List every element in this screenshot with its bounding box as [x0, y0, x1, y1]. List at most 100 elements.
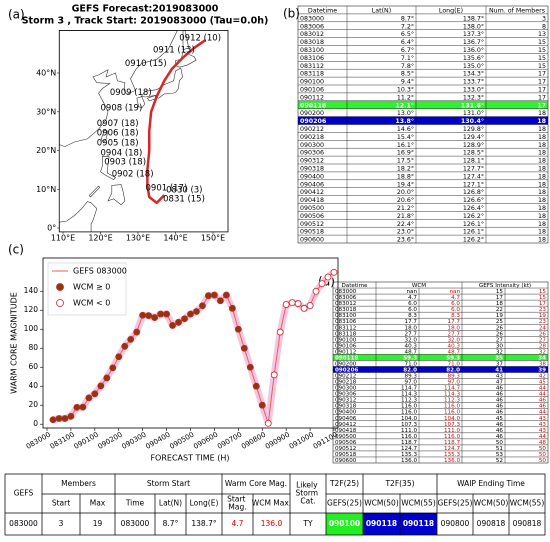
table-cell: 97.0: [448, 380, 461, 386]
table-cell: 083012: [335, 301, 356, 307]
table-cell: 17.7: [448, 319, 461, 325]
point: [103, 374, 111, 382]
point: [276, 328, 284, 336]
x-tick-label: 090500: [168, 431, 195, 451]
table-cell: 97.0: [405, 380, 418, 386]
table-cell: 53: [496, 452, 504, 458]
table-header: Datetime: [308, 7, 337, 14]
table-cell: 090406: [300, 181, 324, 188]
table-cell: 116.0: [444, 410, 460, 416]
point: [252, 382, 260, 390]
table-cell: 11.2°: [397, 93, 414, 101]
table-cell: 126.2°: [463, 236, 484, 244]
header-sub: Time: [125, 499, 145, 508]
map-x-tick-label: 150°E: [201, 233, 225, 242]
x-tick-label: 090800: [240, 431, 267, 451]
map-x-tick-label: 110°E: [51, 233, 75, 242]
header-sub: Max: [90, 499, 106, 508]
track-label: 0831 (15): [163, 194, 205, 204]
row-highlight: [298, 100, 548, 109]
table-cell: 19: [496, 313, 504, 319]
table-cell: 083006: [335, 295, 357, 301]
table-cell: 27.7: [405, 331, 418, 337]
table-cell: 083018: [300, 39, 324, 46]
table-cell: 135.0°: [463, 62, 484, 70]
table-cell: 15: [539, 289, 547, 295]
table-cell: 44: [539, 434, 547, 440]
table-cell: 3: [542, 15, 546, 22]
table-cell: 17: [496, 295, 504, 301]
y-tick-label: 120: [24, 305, 39, 314]
point: [306, 302, 314, 309]
y-tick-label: 140: [24, 286, 39, 295]
table-cell: 18.0: [405, 325, 418, 331]
table-cell: 46: [539, 398, 547, 404]
table-cell: 71.0: [405, 361, 418, 367]
x-tick-label: 091000: [288, 431, 315, 451]
point: [222, 291, 230, 299]
header-top: WAIP Ending Time: [457, 479, 525, 488]
point: [67, 412, 75, 420]
table-cell: 13.8°: [395, 117, 414, 125]
table-cell: 23: [539, 307, 547, 313]
table-cell: 090400: [335, 410, 357, 416]
x-tick-label: 090300: [121, 431, 148, 451]
header-top: T2F(25): [329, 479, 359, 488]
table-cell: 46: [496, 410, 504, 416]
table-cell: 114.7: [444, 386, 460, 392]
header-sub: GEFS(25): [438, 499, 473, 508]
table-cell: 14.6°: [397, 125, 414, 133]
table-cell: 112.3: [444, 398, 460, 404]
table-cell: 48.7: [448, 349, 461, 355]
table-cell: 090218: [335, 380, 357, 386]
header-top: GEFS: [14, 489, 34, 498]
legend-swatch: [56, 299, 64, 307]
header-top: Likely Storm Cat.: [296, 481, 321, 506]
cell-highlight: [326, 513, 363, 535]
table-cell: 083006: [300, 23, 324, 30]
point: [187, 310, 194, 318]
table-cell: 6.0: [451, 307, 460, 313]
table-cell: 51: [496, 446, 504, 452]
point: [109, 364, 117, 372]
table-cell: 133.0°: [463, 85, 484, 93]
table-header: Long(E): [439, 7, 463, 14]
table-header: WCM: [412, 283, 426, 289]
table-cell: 52: [496, 458, 503, 464]
table-cell: 6.5°: [401, 30, 414, 38]
table-cell: 128.5°: [463, 149, 484, 157]
table-cell: 22.4°: [397, 220, 414, 228]
header-sub: WCM(55): [401, 499, 436, 508]
table-cell: 135.3: [444, 452, 460, 458]
panel-label: (a): [8, 8, 25, 22]
table-cell: 32.0: [448, 337, 461, 343]
data-value: TY: [302, 519, 313, 528]
panel-label: (b): [283, 7, 300, 21]
point: [127, 335, 135, 343]
table-cell: 18: [538, 110, 546, 117]
table-cell: 18.0: [448, 325, 461, 331]
table-cell: 090318: [300, 165, 324, 172]
header-sub: Start: [52, 499, 70, 508]
table-cell: 13.0°: [397, 109, 414, 117]
point: [330, 268, 338, 276]
table-cell: 19.4°: [397, 180, 414, 188]
table-cell: 46: [496, 422, 504, 428]
table-cell: 18: [538, 197, 546, 204]
table-cell: 8: [542, 23, 546, 30]
table-cell: 124.7: [444, 446, 460, 452]
table-cell: 136.7°: [463, 38, 484, 46]
table-cell: 18: [538, 173, 546, 180]
table-cell: 128.1°: [463, 157, 484, 165]
table-cell: 15: [538, 47, 546, 54]
x-tick-label: 090100: [73, 431, 100, 451]
point: [79, 403, 87, 411]
table-cell: 133.7°: [463, 78, 484, 86]
table-cell: 090118: [300, 102, 326, 109]
header-sub: WCM Max.: [252, 499, 291, 508]
table-cell: 090318: [335, 404, 357, 410]
table-cell: 18: [538, 165, 546, 172]
data-value: 138.7°: [191, 519, 216, 528]
table-cell: 8.5°: [401, 70, 414, 78]
